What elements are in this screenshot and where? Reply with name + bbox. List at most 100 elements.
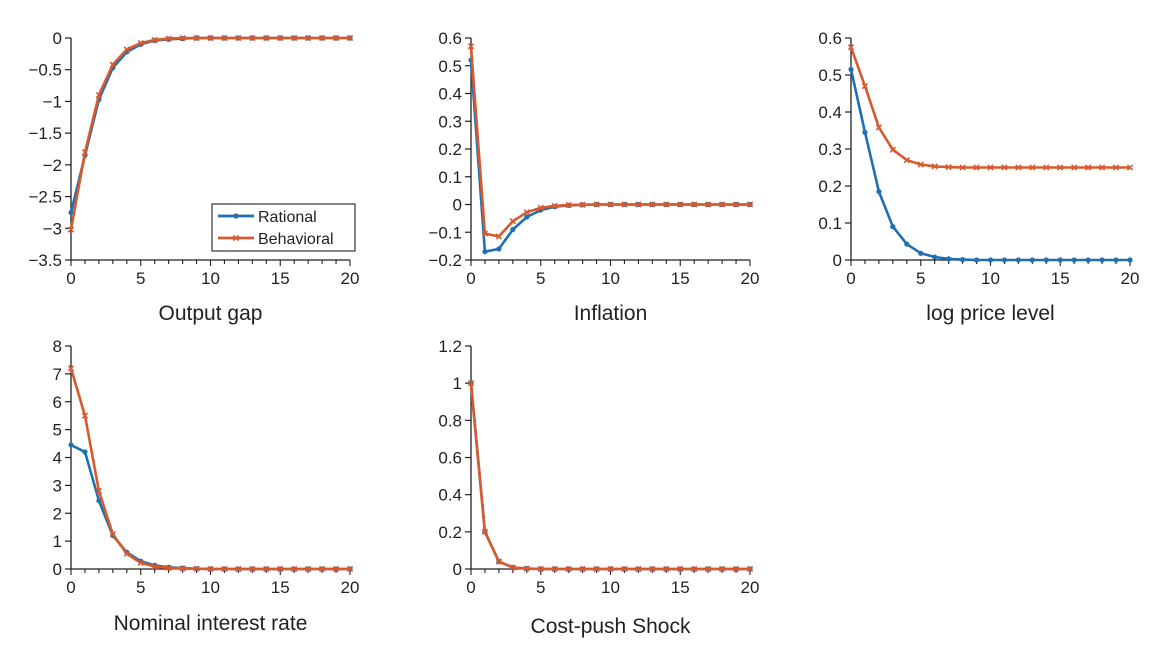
x-tick-label: 5	[136, 269, 145, 288]
data-point	[165, 564, 172, 572]
y-tick-label: 0.2	[818, 177, 842, 196]
y-tick-label: 8	[53, 337, 62, 356]
y-tick-label: 0.6	[818, 29, 842, 48]
data-point	[481, 230, 489, 237]
legend-label-behavioral: Behavioral	[258, 231, 334, 248]
x-tick-label: 10	[601, 578, 620, 597]
y-tick-label: −0.2	[428, 251, 462, 270]
data-point	[946, 256, 952, 262]
data-point	[1127, 257, 1133, 263]
data-point	[151, 36, 158, 44]
data-point	[263, 34, 270, 42]
y-tick-label: 0.5	[438, 57, 462, 76]
y-tick-label: 0.1	[438, 168, 462, 187]
data-point	[607, 565, 614, 573]
data-point	[109, 61, 117, 68]
data-point	[523, 565, 530, 572]
chart-panel-2: 0.60.50.40.30.20.10−0.1−0.20 5 10 15 20Infla…	[428, 29, 759, 325]
y-tick-label: 0.3	[818, 140, 842, 159]
x-tick-label: 20	[341, 578, 360, 597]
y-tick-label: 0	[53, 560, 62, 579]
y-tick-label: 5	[53, 421, 62, 440]
series-behavioral	[67, 365, 354, 573]
data-point	[848, 66, 854, 73]
y-tick-label: −3	[43, 219, 62, 238]
series-rational	[68, 442, 353, 572]
data-point	[67, 226, 75, 233]
data-point	[482, 249, 488, 255]
y-tick-label: 0.1	[818, 214, 842, 233]
data-point	[1015, 164, 1022, 171]
data-point	[179, 565, 186, 572]
data-point	[621, 565, 628, 573]
y-tick-label: 0	[833, 251, 842, 270]
x-tick-label: 0	[66, 578, 75, 597]
data-point	[635, 201, 642, 208]
x-tick-label: 15	[271, 269, 290, 288]
y-tick-label: −1	[43, 92, 62, 111]
data-point	[551, 565, 558, 573]
data-point	[565, 201, 572, 209]
data-point	[917, 161, 924, 168]
series-line-behavioral	[469, 46, 750, 238]
data-point	[889, 146, 897, 153]
data-point	[510, 226, 516, 233]
data-point	[332, 34, 340, 42]
x-tick-label: 20	[1121, 269, 1140, 288]
data-point	[847, 44, 855, 51]
data-point	[904, 241, 910, 247]
data-point	[932, 254, 938, 260]
data-point	[109, 530, 117, 538]
series-behavioral	[467, 43, 754, 240]
data-point	[1001, 257, 1008, 263]
data-point	[960, 257, 966, 263]
data-point	[207, 565, 214, 573]
data-point	[862, 129, 868, 135]
data-point	[165, 35, 172, 42]
data-point	[704, 565, 712, 573]
data-point	[221, 565, 228, 573]
legend-marker	[232, 234, 240, 242]
data-point	[1057, 257, 1063, 263]
data-point	[82, 449, 88, 455]
data-point	[467, 380, 475, 387]
data-point	[635, 565, 642, 573]
data-point	[467, 43, 475, 50]
data-point	[537, 204, 544, 211]
series-behavioral	[847, 44, 1134, 171]
data-point	[663, 201, 670, 208]
series-behavioral	[67, 34, 354, 233]
data-point	[621, 201, 628, 208]
data-point	[732, 565, 740, 573]
series-line-behavioral	[69, 36, 350, 230]
y-tick-label: −0.5	[28, 61, 62, 80]
data-point	[931, 163, 938, 170]
data-point	[1071, 257, 1077, 263]
y-tick-label: 3	[53, 476, 62, 495]
data-point	[277, 34, 284, 42]
data-point	[649, 201, 656, 208]
data-point	[193, 34, 200, 42]
y-tick-label: 0.5	[818, 66, 842, 85]
data-point	[903, 156, 910, 164]
y-tick-label: 0	[53, 29, 62, 48]
data-point	[718, 201, 726, 208]
x-tick-label: 5	[136, 578, 145, 597]
y-tick-label: 0.2	[438, 140, 462, 159]
x-tick-label: 5	[916, 269, 925, 288]
data-point	[579, 201, 586, 208]
data-point	[551, 202, 558, 210]
data-point	[67, 365, 75, 372]
series-behavioral	[467, 380, 754, 573]
x-tick-label: 20	[741, 269, 760, 288]
series-line-rational	[469, 383, 750, 571]
data-point	[95, 487, 103, 495]
data-point	[1085, 257, 1091, 263]
legend-label-rational: Rational	[258, 209, 317, 226]
x-tick-label: 10	[601, 269, 620, 288]
series-line-behavioral	[69, 367, 350, 571]
data-point	[579, 565, 586, 573]
data-point	[537, 565, 544, 573]
